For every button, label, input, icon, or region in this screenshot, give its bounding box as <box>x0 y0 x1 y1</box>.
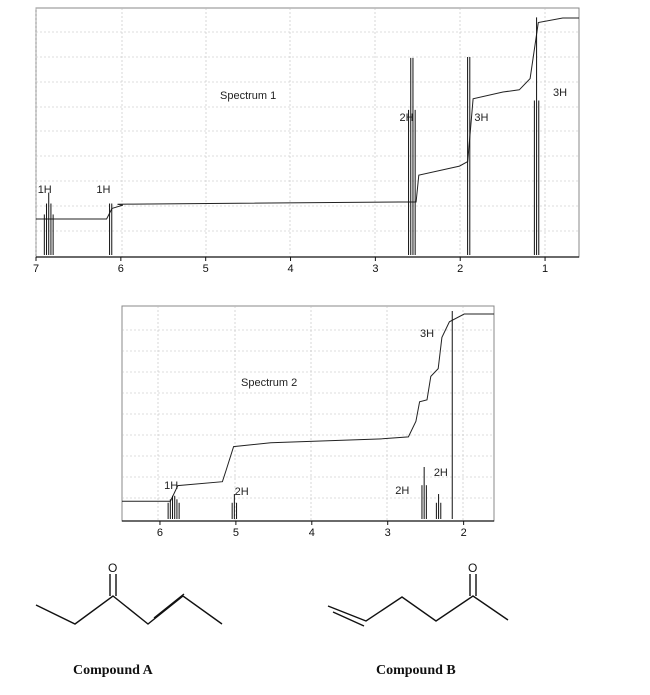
integration-label: 1H <box>164 480 178 492</box>
x-tick-label: 4 <box>309 527 315 539</box>
spectrum-1-integral-curve <box>36 17 579 220</box>
spectrum-1-plot-area <box>35 7 580 258</box>
integration-label: 3H <box>420 328 434 340</box>
compound-a-structure: O Compound A <box>35 561 223 678</box>
integration-label: 2H <box>235 486 249 498</box>
x-tick-label: 6 <box>118 263 124 275</box>
spectrum-2-integration-labels: 1H 2H 2H 2H 3H <box>164 328 448 498</box>
compound-a-bonds <box>35 595 223 625</box>
spectrum-2-title: Spectrum 2 <box>241 377 297 389</box>
compound-a-alkene-double-bond <box>153 593 185 619</box>
compound-b-caption: Compound B <box>376 663 456 678</box>
spectrum-2-integral-curve <box>122 313 494 502</box>
integration-label: 3H <box>474 112 488 124</box>
spectrum-1-integration-labels: 1H 1H 2H 3H 3H <box>38 87 567 196</box>
x-tick-label: 3 <box>372 263 378 275</box>
x-tick-label: 7 <box>33 263 39 275</box>
x-tick-label: 5 <box>233 527 239 539</box>
integration-label: 1H <box>38 184 52 196</box>
compound-a-caption: Compound A <box>73 663 154 678</box>
spectrum-1-chart: 7 6 5 4 3 2 1 Spectrum 1 1H 1H 2H 3H 3H <box>33 7 580 275</box>
spectrum-1-peaks <box>43 17 540 255</box>
compound-b-oxygen-atom: O <box>468 561 477 575</box>
compound-b-structure: O Compound B <box>327 561 509 678</box>
integration-label: 2H <box>434 467 448 479</box>
x-tick-label: 1 <box>542 263 548 275</box>
compound-b-bonds <box>327 595 509 622</box>
integration-label: 2H <box>395 485 409 497</box>
integration-label: 1H <box>96 184 110 196</box>
x-tick-label: 3 <box>385 527 391 539</box>
integration-label: 2H <box>400 112 414 124</box>
spectrum-2-peaks <box>167 311 453 519</box>
x-tick-label: 2 <box>461 527 467 539</box>
x-tick-label: 2 <box>457 263 463 275</box>
integration-label: 3H <box>553 87 567 99</box>
spectrum-2-ticks: 6 5 4 3 2 <box>157 521 467 539</box>
x-tick-label: 4 <box>287 263 293 275</box>
spectrum-1-title: Spectrum 1 <box>220 90 276 102</box>
spectrum-1-grid <box>35 8 579 257</box>
spectrum-2-chart: 6 5 4 3 2 Spectrum 2 1H 2H 2H 2H 3H <box>121 305 495 539</box>
x-tick-label: 5 <box>203 263 209 275</box>
spectrum-1-ticks: 7 6 5 4 3 2 1 <box>33 257 548 275</box>
compound-b-alkene-double-bond <box>332 611 365 627</box>
compound-a-oxygen-atom: O <box>108 561 117 575</box>
x-tick-label: 6 <box>157 527 163 539</box>
spectrum-2-grid <box>122 306 494 521</box>
